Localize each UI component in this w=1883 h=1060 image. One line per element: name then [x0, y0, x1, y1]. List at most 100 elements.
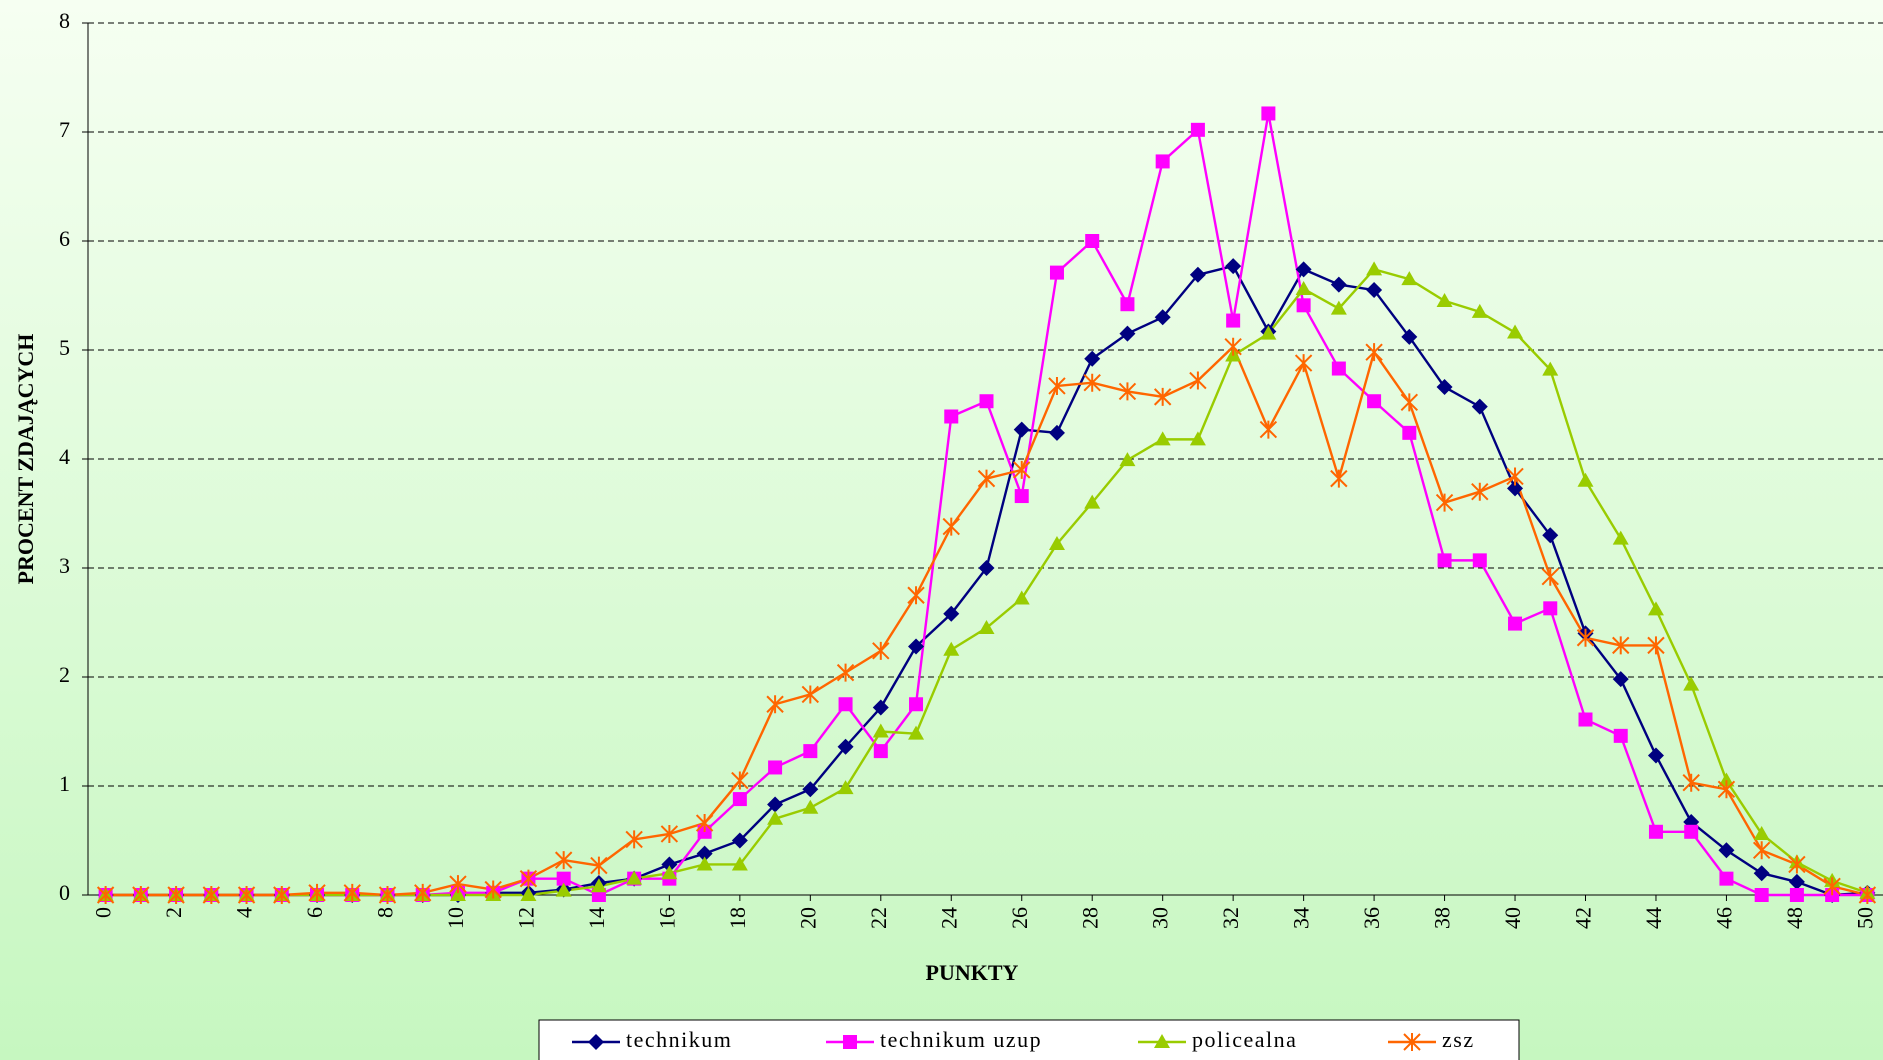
marker	[1647, 601, 1664, 616]
marker	[625, 830, 643, 849]
marker	[1013, 421, 1030, 438]
marker	[1717, 780, 1736, 799]
marker	[1541, 567, 1559, 586]
marker	[308, 883, 326, 902]
marker	[1330, 300, 1347, 315]
marker	[1612, 671, 1629, 688]
marker	[1049, 265, 1064, 280]
marker	[1718, 842, 1735, 859]
marker	[590, 856, 608, 875]
x-tick-label: 16	[654, 907, 679, 929]
marker	[167, 886, 185, 904]
marker	[1471, 303, 1488, 318]
y-tick-label: 0	[59, 880, 70, 905]
marker	[237, 886, 256, 904]
marker	[1401, 328, 1418, 345]
y-axis-title: PROCENT ZDAJĄCYCH	[13, 334, 38, 585]
marker	[908, 725, 925, 740]
marker	[1154, 1034, 1170, 1048]
y-tick-label: 6	[59, 226, 70, 251]
marker	[1542, 527, 1559, 544]
x-tick-label: 46	[1711, 907, 1736, 929]
marker	[1789, 888, 1804, 902]
x-tick-label: 36	[1359, 907, 1384, 929]
x-tick-label: 50	[1852, 907, 1877, 929]
marker	[1436, 379, 1453, 396]
marker	[520, 887, 537, 901]
marker	[943, 605, 960, 622]
marker	[661, 856, 678, 873]
marker	[1048, 424, 1065, 441]
marker	[1506, 467, 1524, 486]
marker	[1752, 841, 1771, 860]
marker	[1084, 494, 1101, 509]
marker	[1119, 452, 1136, 467]
marker	[414, 883, 432, 902]
x-tick-label: 18	[725, 907, 750, 929]
marker	[660, 824, 679, 843]
marker	[1189, 371, 1207, 390]
marker	[907, 586, 925, 605]
marker	[1753, 825, 1770, 840]
marker	[873, 744, 888, 759]
marker	[1471, 398, 1488, 415]
marker	[1507, 480, 1524, 497]
y-tick-label: 1	[59, 771, 70, 796]
marker	[1754, 888, 1769, 902]
marker	[944, 409, 959, 424]
marker	[1612, 636, 1630, 655]
marker	[1401, 271, 1418, 286]
legend-label: policealna	[1192, 1027, 1297, 1052]
marker	[1402, 425, 1417, 440]
marker	[1189, 431, 1206, 446]
marker	[767, 796, 784, 813]
legend	[538, 1019, 1520, 1060]
marker	[1085, 234, 1100, 248]
marker	[731, 832, 748, 849]
y-tick-label: 8	[59, 8, 70, 33]
marker	[1471, 482, 1489, 501]
marker	[1154, 309, 1171, 326]
x-tick-label: 0	[91, 907, 116, 918]
marker	[273, 886, 291, 904]
marker	[1294, 354, 1313, 373]
marker	[1648, 824, 1663, 839]
marker	[696, 856, 713, 871]
marker	[909, 697, 924, 712]
marker	[1296, 298, 1311, 313]
marker	[1753, 865, 1770, 882]
marker	[1226, 313, 1241, 328]
marker	[626, 870, 643, 885]
marker	[1576, 628, 1595, 647]
marker	[1577, 472, 1594, 487]
marker	[449, 875, 467, 894]
marker	[1367, 394, 1382, 409]
marker	[1400, 393, 1419, 412]
marker	[1259, 420, 1278, 439]
marker	[96, 886, 115, 904]
marker	[766, 695, 784, 714]
y-tick-label: 4	[59, 444, 70, 469]
x-tick-label: 30	[1148, 907, 1173, 929]
marker	[1330, 469, 1348, 488]
marker	[1118, 382, 1137, 401]
marker	[978, 560, 995, 576]
marker	[661, 865, 678, 880]
marker	[1190, 122, 1205, 137]
marker	[1154, 431, 1171, 446]
marker	[1120, 297, 1135, 312]
marker	[1013, 590, 1030, 605]
x-tick-label: 2	[161, 907, 186, 918]
marker	[801, 685, 820, 704]
marker	[1612, 530, 1629, 545]
marker	[837, 780, 854, 795]
x-tick-label: 42	[1571, 907, 1596, 929]
marker	[732, 792, 747, 807]
marker	[1647, 747, 1664, 764]
marker	[1365, 343, 1383, 362]
marker	[979, 394, 994, 409]
x-tick-label: 34	[1289, 907, 1314, 929]
marker	[1684, 824, 1699, 839]
marker	[1155, 154, 1170, 169]
marker	[843, 1035, 857, 1049]
